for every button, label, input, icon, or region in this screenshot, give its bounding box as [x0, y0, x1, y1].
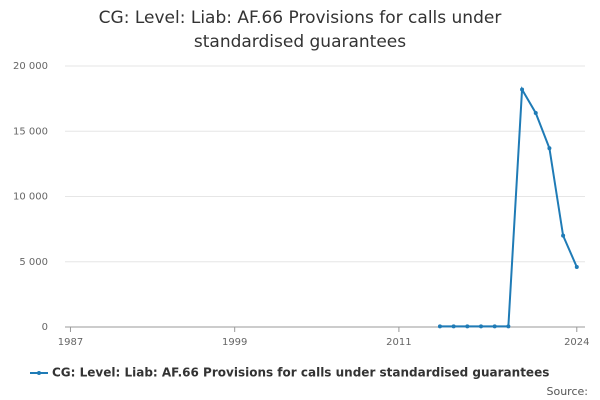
y-tick-label: 20 000: [13, 61, 48, 72]
y-tick-label: 15 000: [13, 126, 48, 137]
x-tick-label: 1999: [222, 337, 247, 348]
legend-marker: [37, 371, 41, 375]
legend-label: CG: Level: Liab: AF.66 Provisions for ca…: [52, 366, 549, 380]
x-tick-label: 2024: [564, 337, 589, 348]
point: [465, 324, 470, 329]
point: [492, 324, 497, 329]
y-tick-label: 0: [42, 322, 48, 333]
line: [439, 86, 578, 328]
source: Source:: [547, 385, 589, 398]
point: [574, 264, 579, 269]
y-tick-label: 10 000: [13, 192, 48, 203]
point: [561, 233, 566, 238]
point: [547, 146, 552, 151]
point: [451, 324, 456, 329]
x-tick-label: 2011: [386, 337, 411, 348]
chart-title: CG: Level: Liab: AF.66 Provisions for ca…: [98, 8, 502, 52]
point: [479, 324, 483, 329]
point: [437, 324, 442, 329]
point: [520, 87, 525, 92]
point: [533, 110, 538, 115]
point: [506, 324, 511, 329]
x-tick-label: 1987: [58, 337, 83, 348]
y-tick-label: 5 000: [19, 257, 48, 268]
